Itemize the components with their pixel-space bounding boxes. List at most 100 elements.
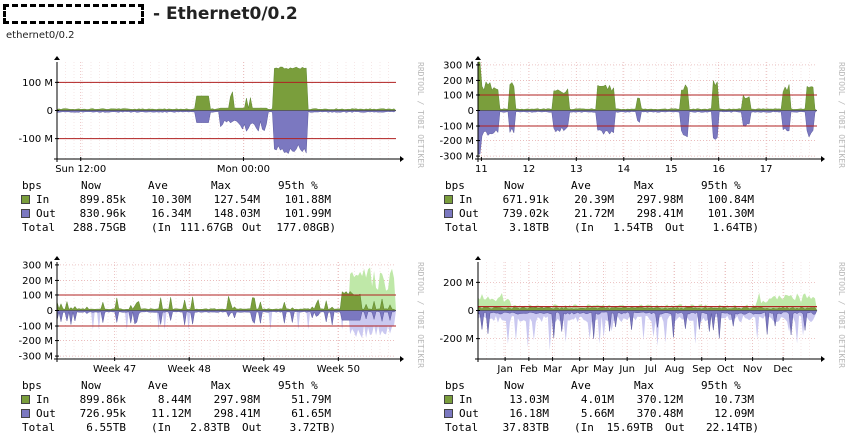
rrdtool-credit: RRDTOOL / TOBI OETIKER bbox=[416, 62, 425, 168]
rrdtool-credit: RRDTOOL / TOBI OETIKER bbox=[837, 62, 846, 168]
legend-total-out-value: 3.72TB) bbox=[289, 421, 336, 434]
legend-label-in: In bbox=[36, 193, 50, 206]
legend-total-out-label: Out bbox=[665, 221, 685, 234]
x-tick-label: 11 bbox=[475, 164, 488, 175]
x-tick-label: 14 bbox=[617, 164, 630, 175]
legend-p95-in: 101.88M bbox=[284, 193, 331, 206]
legend-total-in-label: (In bbox=[151, 221, 171, 234]
legend-total-in-value: 1.54TB bbox=[613, 221, 653, 234]
legend-total-in-value: 111.67GB bbox=[180, 221, 233, 234]
legend-swatch-in bbox=[444, 195, 453, 204]
x-tick-label: 13 bbox=[570, 164, 583, 175]
legend-label-out: Out bbox=[459, 407, 479, 420]
y-tick-label: -100 M bbox=[18, 134, 53, 145]
legend-total-out-label: Out bbox=[242, 221, 262, 234]
legend-row-in: In 13.03M 4.01M 370.12M 10.73M bbox=[443, 393, 843, 407]
legend-header-4: 95th % bbox=[701, 179, 741, 192]
legend-total-out-label: Out bbox=[665, 421, 685, 434]
legend-swatch-in bbox=[21, 195, 30, 204]
legend-total-value: 3.18TB bbox=[509, 221, 549, 234]
y-tick-label: -100 M bbox=[439, 122, 474, 133]
legend-max-out: 298.41M bbox=[213, 407, 260, 420]
legend-header-3: Max bbox=[634, 179, 654, 192]
legend-row-out: Out 830.96k 16.34M 148.03M 101.99M bbox=[20, 207, 420, 221]
in-traffic-area bbox=[477, 306, 818, 311]
legend-now-out: 739.02k bbox=[502, 207, 549, 220]
legend-p95-in: 10.73M bbox=[714, 393, 754, 406]
y-tick-label: 300 M bbox=[22, 260, 53, 271]
legend-swatch-out bbox=[444, 409, 453, 418]
in-traffic-area bbox=[56, 66, 397, 111]
graph-legend: bps Now Ave Max 95th % In 13.03M 4.01M 370.12M 10… bbox=[443, 379, 843, 435]
legend-label-out: Out bbox=[459, 207, 479, 220]
x-tick-label: Week 49 bbox=[242, 364, 285, 375]
legend-swatch-out bbox=[444, 209, 453, 218]
legend-total-in-value: 15.69TB bbox=[606, 421, 653, 434]
legend-total-label: Total bbox=[445, 221, 479, 234]
legend-now-in: 899.85k bbox=[79, 193, 126, 206]
legend-label-in: In bbox=[459, 193, 473, 206]
legend-total-out-value: 22.14TB) bbox=[706, 421, 759, 434]
legend-row-in: In 899.86k 8.44M 297.98M 51.79M bbox=[20, 393, 420, 407]
x-tick-label: Week 48 bbox=[168, 364, 211, 375]
x-tick-label: Sep bbox=[692, 364, 711, 375]
redacted-device-name bbox=[3, 4, 144, 24]
legend-ave-out: 11.12M bbox=[151, 407, 191, 420]
graph-legend: bps Now Ave Max 95th % In 899.85k 10.30M 127.54M… bbox=[20, 179, 420, 235]
out-traffic-area bbox=[56, 110, 397, 154]
y-tick-label: -200 M bbox=[439, 334, 474, 345]
traffic-graph-monthly: 300 M 200 M 100 M 0 -100 M -200 M -300 M Week 4… bbox=[18, 256, 425, 375]
y-tick-label: 0 bbox=[468, 306, 474, 317]
legend-total-value: 288.75GB bbox=[73, 221, 126, 234]
graph-legend: bps Now Ave Max 95th % In 671.91k 20.39M 297.98M… bbox=[443, 179, 843, 235]
legend-header-0: bps bbox=[445, 179, 465, 192]
legend-max-out: 370.48M bbox=[636, 407, 683, 420]
legend-row-total: Total 3.18TB (In 1.54TB Out 1.64TB) bbox=[443, 221, 843, 235]
legend-p95-out: 61.65M bbox=[291, 407, 331, 420]
legend-label-out: Out bbox=[36, 407, 56, 420]
y-tick-label: -200 M bbox=[18, 336, 53, 347]
legend-header-3: Max bbox=[634, 379, 654, 392]
legend-total-out-label: Out bbox=[242, 421, 262, 434]
legend-header-2: Ave bbox=[571, 179, 591, 192]
y-tick-label: 100 M bbox=[22, 290, 53, 301]
legend-max-in: 297.98M bbox=[636, 193, 683, 206]
legend-max-in: 297.98M bbox=[213, 393, 260, 406]
legend-row-out: Out 726.95k 11.12M 298.41M 61.65M bbox=[20, 407, 420, 421]
max-out-area bbox=[57, 310, 396, 339]
legend-header-row: bps Now Ave Max 95th % bbox=[20, 179, 420, 193]
legend-row-total: Total 6.55TB (In 2.83TB Out 3.72TB) bbox=[20, 421, 420, 435]
legend-total-in-label: (In bbox=[574, 421, 594, 434]
in-traffic-area bbox=[477, 61, 818, 111]
legend-p95-in: 100.84M bbox=[707, 193, 754, 206]
y-tick-label: 200 M bbox=[443, 278, 474, 289]
y-tick-label: 300 M bbox=[443, 60, 474, 71]
legend-ave-in: 4.01M bbox=[580, 393, 614, 406]
legend-header-1: Now bbox=[504, 179, 524, 192]
y-tick-label: 200 M bbox=[443, 76, 474, 87]
legend-header-row: bps Now Ave Max 95th % bbox=[443, 379, 843, 393]
legend-p95-in: 51.79M bbox=[291, 393, 331, 406]
legend-row-total: Total 37.83TB (In 15.69TB Out 22.14TB) bbox=[443, 421, 843, 435]
max-out-area bbox=[478, 310, 817, 351]
x-tick-label: 17 bbox=[760, 164, 773, 175]
legend-row-in: In 899.85k 10.30M 127.54M 101.88M bbox=[20, 193, 420, 207]
legend-header-3: Max bbox=[211, 179, 231, 192]
x-tick-label: Week 47 bbox=[93, 364, 136, 375]
legend-total-value: 37.83TB bbox=[502, 421, 549, 434]
legend-label-out: Out bbox=[36, 207, 56, 220]
legend-row-out: Out 16.18M 5.66M 370.48M 12.09M bbox=[443, 407, 843, 421]
x-tick-label: 16 bbox=[712, 164, 725, 175]
legend-swatch-in bbox=[21, 395, 30, 404]
legend-total-in-label: (In bbox=[574, 221, 594, 234]
legend-label-in: In bbox=[36, 393, 50, 406]
in-traffic-area bbox=[56, 291, 397, 311]
x-tick-label: Mon 00:00 bbox=[217, 164, 270, 175]
y-tick-label: 100 M bbox=[443, 90, 474, 101]
graph-panel-weekly: 300 M 200 M 100 M 0 -100 M -200 M -300 M 11 12 13… bbox=[430, 48, 860, 235]
y-tick-label: 0 bbox=[47, 106, 53, 117]
legend-ave-in: 10.30M bbox=[151, 193, 191, 206]
page-title: - Ethernet0/0.2 bbox=[153, 4, 298, 24]
max-in-area bbox=[57, 267, 396, 311]
legend-header-4: 95th % bbox=[278, 179, 318, 192]
